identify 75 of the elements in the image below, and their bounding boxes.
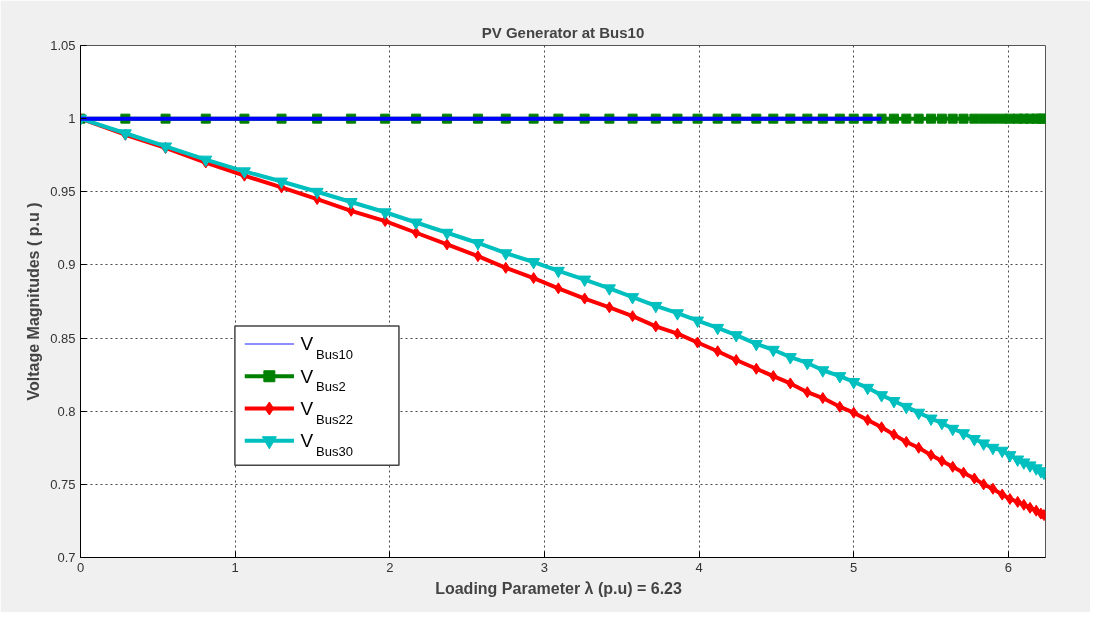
point (926, 449, 936, 462)
point (440, 228, 454, 241)
y-tick-label: 0.7 (57, 550, 76, 565)
point (275, 177, 289, 189)
point (847, 377, 861, 390)
y-tick-label: 0.85 (50, 330, 76, 346)
point (888, 113, 899, 124)
y-tick-label: 1 (68, 111, 76, 127)
y-axis-title: Voltage Magnitudes ( p.u ) (25, 202, 43, 401)
point (1025, 501, 1035, 514)
point (471, 239, 485, 251)
x-axis-title: Loading Parameter λ (p.u) = 6.23 (435, 579, 683, 597)
point (936, 113, 947, 124)
point (986, 443, 1000, 456)
point (987, 113, 998, 124)
point (969, 113, 980, 124)
point (977, 439, 991, 451)
point (988, 482, 998, 495)
point (875, 391, 889, 403)
y-tick-label: 0.8 (57, 403, 76, 419)
point (947, 113, 958, 124)
point (913, 113, 924, 124)
x-tick-label: 4 (695, 559, 703, 575)
point (626, 293, 640, 305)
y-tick-label: 1.05 (50, 38, 76, 53)
point (473, 250, 483, 263)
point (937, 454, 947, 467)
point (901, 113, 912, 124)
point (924, 414, 938, 426)
point (1005, 492, 1015, 505)
point (499, 249, 513, 261)
point (967, 435, 981, 447)
point (310, 187, 324, 200)
point (978, 113, 989, 124)
chart-title: PV Generator at Bus10 (481, 23, 645, 41)
point (861, 383, 875, 396)
point (766, 345, 780, 358)
x-tick-label: 5 (850, 559, 858, 575)
x-tick-label: 2 (386, 559, 394, 575)
point (649, 301, 663, 314)
point (1003, 451, 1017, 463)
point (833, 372, 847, 384)
y-tick-label: 0.75 (50, 476, 76, 492)
y-tick-label: 0.95 (50, 184, 76, 200)
point (899, 402, 913, 415)
point (926, 113, 937, 124)
point (711, 323, 725, 336)
x-tick-label: 1 (231, 559, 239, 575)
point (946, 424, 960, 437)
point (1019, 498, 1029, 511)
x-tick-label: 6 (1004, 559, 1012, 575)
point (578, 275, 592, 287)
point (935, 418, 949, 431)
point (527, 258, 541, 270)
point (378, 208, 392, 220)
point (409, 218, 423, 230)
point (344, 198, 358, 210)
point (691, 316, 705, 328)
point (912, 408, 926, 421)
point (889, 428, 899, 441)
point (887, 397, 901, 409)
point (602, 284, 616, 296)
point (551, 266, 565, 279)
x-tick-label: 0 (76, 559, 85, 575)
point (729, 331, 743, 343)
point (957, 429, 971, 441)
point (749, 339, 763, 352)
point (800, 358, 814, 371)
point (442, 238, 452, 251)
y-tick-label: 0.9 (57, 257, 76, 273)
x-tick-label: 3 (540, 559, 549, 575)
point (958, 113, 969, 124)
point (995, 446, 1009, 459)
point (816, 366, 830, 378)
point (670, 309, 684, 321)
